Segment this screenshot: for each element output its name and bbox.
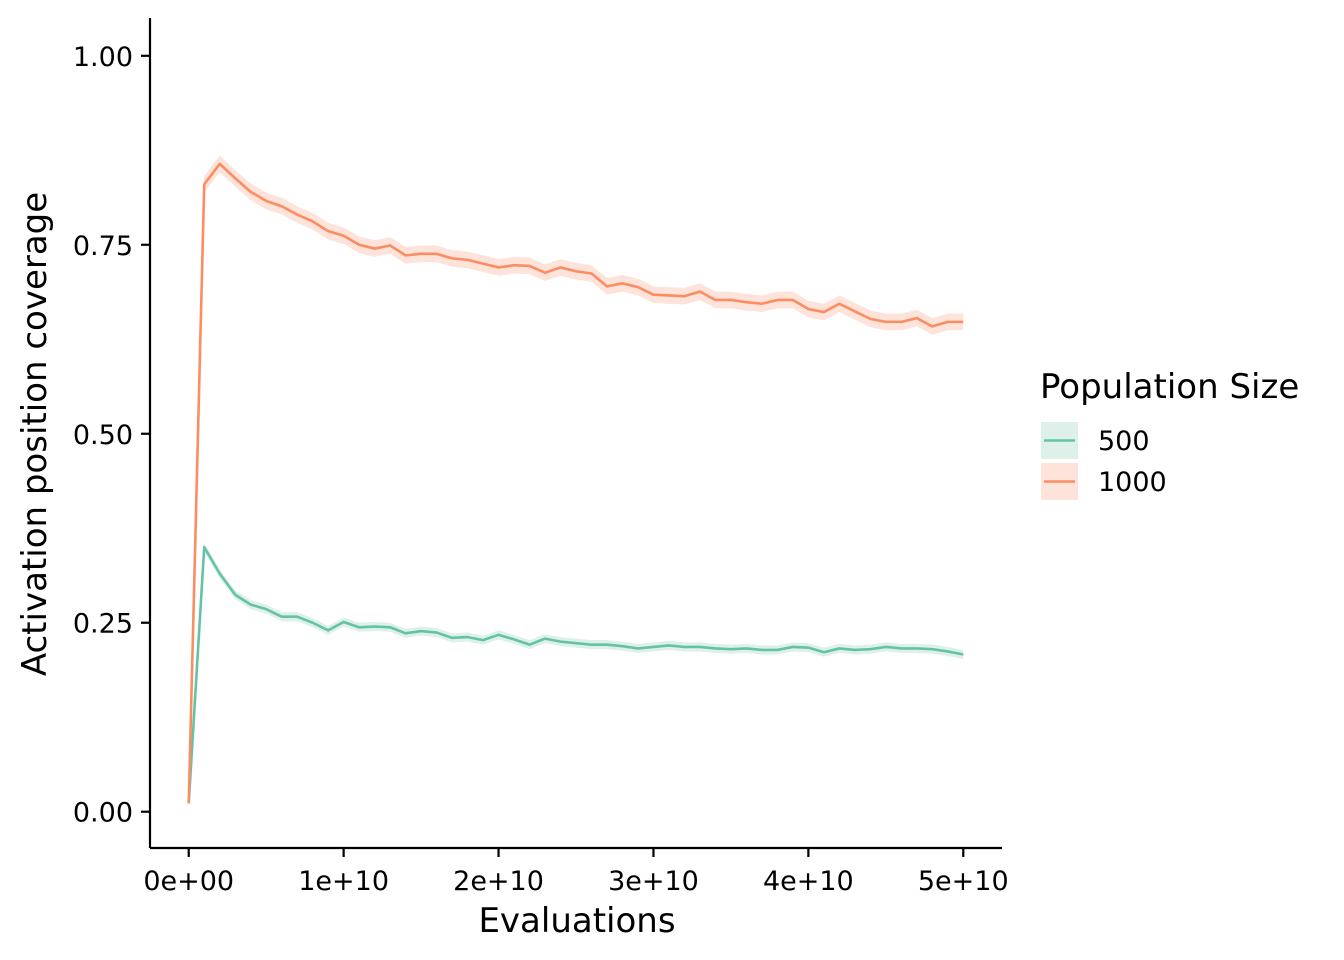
series-lines — [187, 162, 964, 804]
legend-title: Population Size — [1040, 367, 1299, 407]
x-tick-label: 1e+10 — [298, 866, 389, 897]
series-1000-line — [187, 162, 964, 804]
x-tick-label: 3e+10 — [608, 866, 699, 897]
x-tick-label: 5e+10 — [918, 866, 1009, 897]
legend-label-1000: 1000 — [1098, 467, 1167, 498]
y-axis-ticks: 0.00 0.25 0.50 0.75 1.00 — [73, 42, 150, 829]
y-tick-label: 1.00 — [73, 42, 133, 73]
y-tick-label: 0.25 — [73, 609, 133, 640]
x-tick-label: 2e+10 — [453, 866, 544, 897]
y-tick-label: 0.75 — [73, 231, 133, 262]
y-axis-title: Activation position coverage — [15, 192, 55, 676]
legend: Population Size 500 1000 — [1040, 367, 1299, 500]
confidence-bands — [188, 155, 964, 804]
y-tick-label: 0.50 — [73, 420, 133, 451]
x-tick-label: 4e+10 — [763, 866, 854, 897]
y-tick-label: 0.00 — [73, 798, 133, 829]
series-500-band — [188, 542, 964, 804]
x-axis-title: Evaluations — [478, 901, 675, 941]
legend-label-500: 500 — [1098, 426, 1150, 457]
series-1000-band — [188, 155, 964, 804]
x-tick-label: 0e+00 — [143, 866, 234, 897]
x-axis-ticks: 0e+00 1e+10 2e+10 3e+10 4e+10 5e+10 — [143, 848, 1009, 897]
series-500-line — [187, 545, 964, 804]
